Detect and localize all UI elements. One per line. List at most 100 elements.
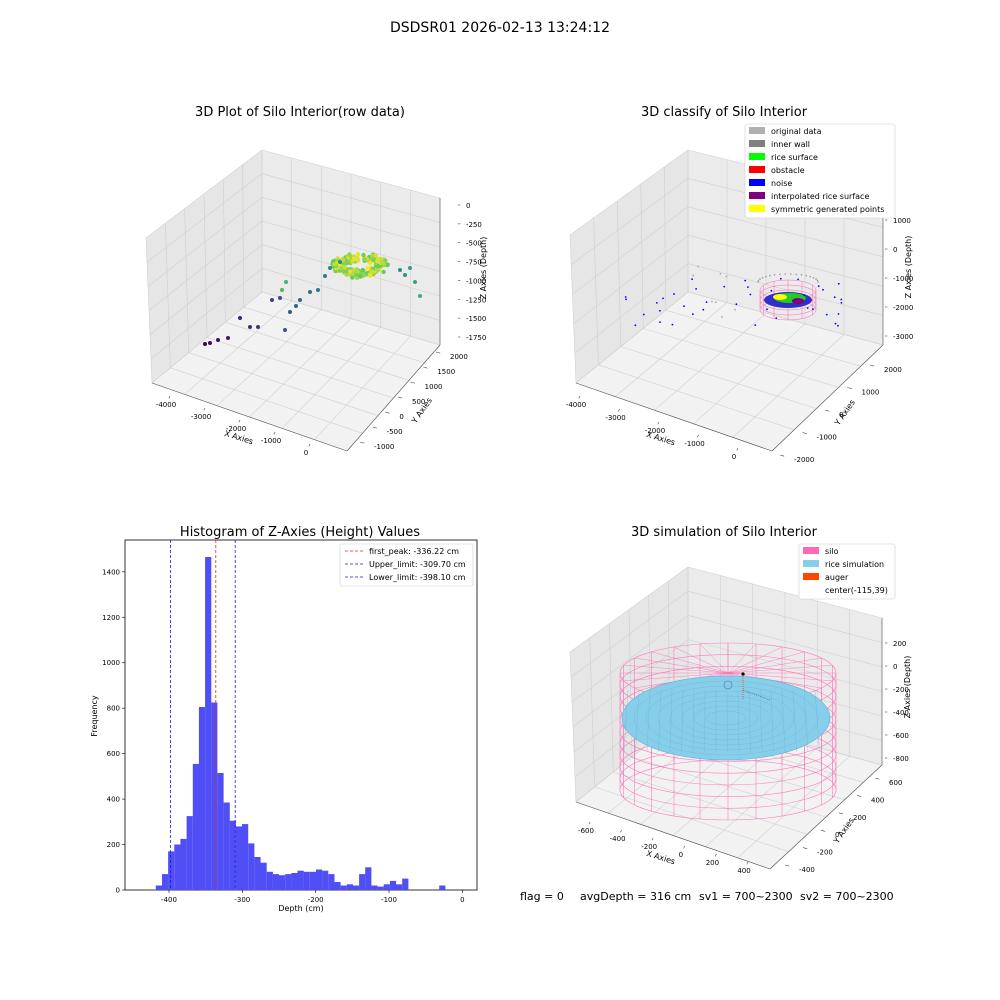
p4-rice-mesh-ring: [645, 685, 807, 751]
p1-point: [358, 274, 363, 279]
panel1-x-ticks: -4000 -3000 -2000 -1000 0: [156, 395, 311, 457]
p1-ytick-mark: [423, 366, 428, 369]
grid-line: [145, 149, 263, 239]
p3-bar: [248, 843, 255, 890]
p3-ytick-label: 400: [107, 796, 120, 804]
p4-rice-mesh: [770, 689, 774, 753]
p1-point: [344, 261, 349, 266]
p3-bar: [168, 851, 175, 890]
p2-noise-point: [749, 293, 752, 296]
p3-bar: [180, 838, 187, 890]
p2-wall-point: [812, 277, 815, 279]
p1-xtick-label: -3000: [191, 413, 211, 421]
p3-bar: [272, 874, 279, 890]
p1-point: [354, 267, 359, 272]
p2-noise-point: [642, 313, 645, 316]
p3-bar: [242, 824, 249, 890]
p4-rice-mesh: [814, 689, 820, 753]
p4-ytick-label: -400: [799, 866, 815, 874]
p3-xtick-label: 0: [460, 896, 464, 904]
panel2-z-label: Z Axies (Depth): [904, 236, 913, 299]
p3-bar: [439, 885, 446, 890]
p2-noise-point: [655, 302, 658, 304]
p1-xtick-label: -1000: [261, 437, 281, 445]
p4-silo-cap: [634, 657, 729, 674]
p1-point: [361, 271, 366, 277]
p2-ytick-label: -2000: [794, 456, 814, 464]
p2-wall-point: [765, 275, 767, 278]
p4-rice-mesh: [792, 689, 797, 753]
grid-line: [574, 263, 689, 354]
p2-ytick-mark: [847, 387, 852, 389]
p4-xtick-mark: [620, 829, 622, 833]
grid-line: [640, 183, 644, 329]
p4-xtick-label: 200: [706, 859, 719, 867]
p3-bar: [198, 707, 206, 890]
p1-point: [288, 310, 292, 314]
p4-legend-swatch: [803, 547, 819, 554]
p4-rice-mesh-ring: [633, 680, 819, 756]
grid-line: [569, 149, 689, 236]
p1-ztick-label: -1750: [466, 334, 486, 342]
p1-point: [348, 269, 353, 274]
p1-point: [361, 252, 366, 258]
panel3-legend: first_peak: -336.22 cm Upper_limit: -309.…: [339, 543, 474, 587]
p1-ytick-label: -500: [387, 428, 403, 436]
p2-ytick-label: 2000: [884, 366, 902, 374]
p1-ztick-label: -1000: [466, 277, 486, 285]
p2-legend-swatch: [749, 153, 765, 160]
p4-ztick-label: -800: [893, 755, 909, 763]
p1-point: [238, 316, 242, 320]
p4-xtick-mark: [714, 853, 717, 857]
p2-noise-point: [659, 309, 661, 312]
p1-ztick-label: -1250: [466, 296, 486, 304]
panel3-x-ticks: -400 -300 -200 -100 0: [161, 890, 465, 904]
status-sv2: sv2 = 700~2300: [800, 890, 894, 903]
p1-xtick-label: -2000: [226, 425, 246, 433]
panel2-points: [624, 265, 843, 327]
p1-point: [375, 267, 380, 273]
panel1-z-label: Z Axies (Depth): [479, 237, 488, 300]
p3-ytick-label: 800: [107, 705, 120, 713]
panel3-bars: [155, 557, 446, 890]
p2-legend-label: obstacle: [771, 166, 805, 175]
p2-original-point: [714, 301, 717, 304]
p2-noise-point: [692, 313, 694, 316]
p4-silo-cap: [651, 651, 729, 674]
p2-legend-label: symmetric generated points: [771, 205, 884, 214]
p1-point: [362, 257, 367, 262]
grid-line: [687, 291, 884, 346]
grid-line: [732, 334, 845, 438]
panel2-x-ticks: -4000 -3000 -2000 -1000 0: [566, 395, 739, 461]
p4-legend-label: center(-115,39): [825, 586, 888, 595]
p4-ytick-mark: [838, 812, 844, 815]
p1-point: [332, 262, 337, 267]
p2-legend-swatch: [749, 140, 765, 147]
panel-raw-3d-scatter: 3D Plot of Silo Interior(row data) -4000…: [145, 105, 488, 457]
p2-original-point: [725, 275, 728, 278]
p2-original-point: [719, 272, 722, 275]
p1-point: [381, 269, 386, 275]
p1-point: [248, 325, 252, 329]
p4-rice-mesh: [803, 689, 809, 753]
p4-rice-mesh: [646, 689, 651, 753]
p3-bar: [377, 886, 384, 890]
p3-bar: [396, 884, 403, 890]
p2-ztick-label: -1000: [893, 275, 913, 283]
p3-legend-label: Upper_limit: -309.70 cm: [369, 560, 466, 569]
panel-classify-3d-scatter: 3D classify of Silo Interior -4000-3000-…: [566, 105, 914, 464]
p4-center-offset: [742, 689, 771, 701]
p1-ytick-mark: [385, 411, 390, 414]
p4-center-marker: [741, 672, 745, 676]
p2-noise-point: [797, 278, 799, 281]
p2-noise-point: [723, 285, 726, 288]
p3-bar: [334, 882, 341, 890]
p2-noise-point: [766, 308, 768, 311]
p4-ytick-mark: [802, 847, 808, 850]
p1-point: [367, 260, 373, 266]
p2-noise-point: [825, 313, 828, 316]
p4-silo-cap: [727, 651, 805, 674]
panel3-title: Histogram of Z-Axies (Height) Values: [180, 525, 420, 540]
p3-legend-label: Lower_limit: -398.10 cm: [369, 573, 466, 582]
